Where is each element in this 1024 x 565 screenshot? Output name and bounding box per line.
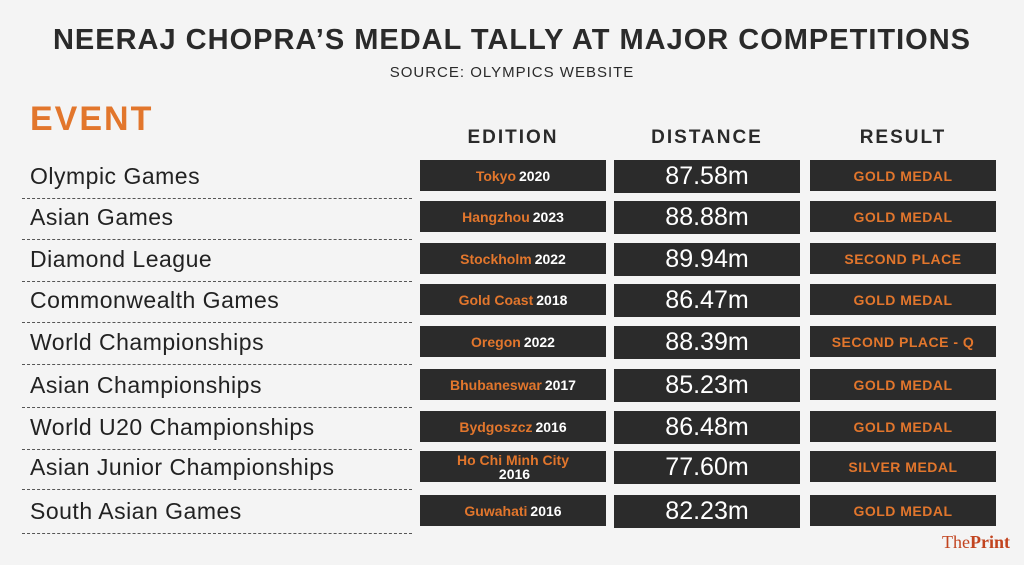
edition-box: Oregon 2022 <box>420 326 606 357</box>
event-name: Asian Games <box>30 204 174 230</box>
edition-year: 2023 <box>532 208 564 225</box>
edition-city: Bhubaneswar <box>450 376 542 393</box>
edition-year: 2016 <box>498 465 531 482</box>
row-divider <box>22 198 412 199</box>
result-value: GOLD MEDAL <box>853 418 953 435</box>
row-divider <box>22 489 412 490</box>
column-header-event: EVENT <box>30 100 154 138</box>
event-name: Asian Championships <box>30 372 262 398</box>
result-value: GOLD MEDAL <box>853 291 953 308</box>
distance-box: 77.60m <box>614 451 800 484</box>
edition-city: Ho Chi Minh City <box>457 451 569 468</box>
row-divider <box>22 239 412 240</box>
distance-box: 89.94m <box>614 243 800 276</box>
table-row: Asian Games Hangzhou 2023 88.88m GOLD ME… <box>0 201 1024 241</box>
source-note: SOURCE: OLYMPICS WEBSITE <box>389 64 635 81</box>
result-value: GOLD MEDAL <box>853 208 953 225</box>
result-value: GOLD MEDAL <box>853 167 953 184</box>
edition-box: Bhubaneswar 2017 <box>420 369 606 400</box>
logo-the: The <box>942 532 970 552</box>
distance-box: 87.58m <box>614 160 800 193</box>
edition-year: 2017 <box>544 376 576 393</box>
result-value: SECOND PLACE <box>844 250 962 267</box>
table-row: South Asian Games Guwahati 2016 82.23m G… <box>0 495 1024 535</box>
table-row: Asian Junior Championships Ho Chi Minh C… <box>0 451 1024 491</box>
edition-year: 2020 <box>519 167 551 184</box>
column-header-edition: EDITION <box>467 127 559 148</box>
result-box: GOLD MEDAL <box>810 369 996 400</box>
distance-value: 86.47m <box>665 286 749 314</box>
result-box: SILVER MEDAL <box>810 451 996 482</box>
table-row: World U20 Championships Bydgoszcz 2016 8… <box>0 411 1024 451</box>
row-divider <box>22 281 412 282</box>
edition-box: Hangzhou 2023 <box>420 201 606 232</box>
edition-year: 2022 <box>523 333 555 350</box>
edition-city: Tokyo <box>475 167 517 184</box>
event-name: World Championships <box>30 329 265 355</box>
result-value: GOLD MEDAL <box>853 376 953 393</box>
row-divider <box>22 407 412 408</box>
distance-value: 82.23m <box>665 497 749 525</box>
table-row: Asian Championships Bhubaneswar 2017 85.… <box>0 369 1024 409</box>
event-name: South Asian Games <box>30 498 242 524</box>
edition-year: 2018 <box>536 291 568 308</box>
result-value: SECOND PLACE - Q <box>831 333 975 350</box>
edition-city: Hangzhou <box>462 208 530 225</box>
event-name: Commonwealth Games <box>30 287 280 313</box>
result-box: GOLD MEDAL <box>810 160 996 191</box>
distance-value: 77.60m <box>665 453 749 481</box>
edition-box: Guwahati 2016 <box>420 495 606 526</box>
distance-value: 89.94m <box>665 245 749 273</box>
event-name: Diamond League <box>30 246 213 272</box>
edition-city: Gold Coast <box>458 291 534 308</box>
result-value: SILVER MEDAL <box>848 458 958 475</box>
result-box: GOLD MEDAL <box>810 284 996 315</box>
event-name: Olympic Games <box>30 163 201 189</box>
logo-print: Print <box>970 532 1010 552</box>
table-row: Commonwealth Games Gold Coast 2018 86.47… <box>0 284 1024 324</box>
edition-year: 2016 <box>535 418 567 435</box>
distance-value: 88.88m <box>665 203 749 231</box>
edition-city: Oregon <box>471 333 521 350</box>
edition-city: Stockholm <box>460 250 532 267</box>
distance-box: 86.48m <box>614 411 800 444</box>
row-divider <box>22 322 412 323</box>
edition-box: Ho Chi Minh City 2016 <box>420 451 606 482</box>
edition-box: Gold Coast 2018 <box>420 284 606 315</box>
event-name: World U20 Championships <box>30 414 315 440</box>
distance-value: 86.48m <box>665 413 749 441</box>
result-box: GOLD MEDAL <box>810 495 996 526</box>
row-divider <box>22 364 412 365</box>
edition-box: Tokyo 2020 <box>420 160 606 191</box>
distance-box: 85.23m <box>614 369 800 402</box>
table-row: Diamond League Stockholm 2022 89.94m SEC… <box>0 243 1024 283</box>
page-title: NEERAJ CHOPRA’S MEDAL TALLY AT MAJOR COM… <box>52 24 971 56</box>
column-header-result: RESULT <box>859 127 947 148</box>
event-name: Asian Junior Championships <box>30 454 335 480</box>
distance-value: 85.23m <box>665 371 749 399</box>
edition-year: 2022 <box>534 250 566 267</box>
table-row: World Championships Oregon 2022 88.39m S… <box>0 326 1024 366</box>
theprint-logo: ThePrint <box>942 532 1010 553</box>
distance-box: 82.23m <box>614 495 800 528</box>
distance-value: 88.39m <box>665 328 749 356</box>
edition-year: 2016 <box>530 502 562 519</box>
edition-box: Stockholm 2022 <box>420 243 606 274</box>
result-value: GOLD MEDAL <box>853 502 953 519</box>
column-header-distance: DISTANCE <box>651 127 763 148</box>
row-divider <box>22 449 412 450</box>
edition-box: Bydgoszcz 2016 <box>420 411 606 442</box>
result-box: GOLD MEDAL <box>810 411 996 442</box>
distance-value: 87.58m <box>665 162 749 190</box>
distance-box: 88.88m <box>614 201 800 234</box>
edition-city: Bydgoszcz <box>459 418 533 435</box>
result-box: GOLD MEDAL <box>810 201 996 232</box>
distance-box: 86.47m <box>614 284 800 317</box>
result-box: SECOND PLACE <box>810 243 996 274</box>
table-row: Olympic Games Tokyo 2020 87.58m GOLD MED… <box>0 160 1024 200</box>
row-divider <box>22 533 412 534</box>
edition-city: Guwahati <box>464 502 528 519</box>
distance-box: 88.39m <box>614 326 800 359</box>
result-box: SECOND PLACE - Q <box>810 326 996 357</box>
